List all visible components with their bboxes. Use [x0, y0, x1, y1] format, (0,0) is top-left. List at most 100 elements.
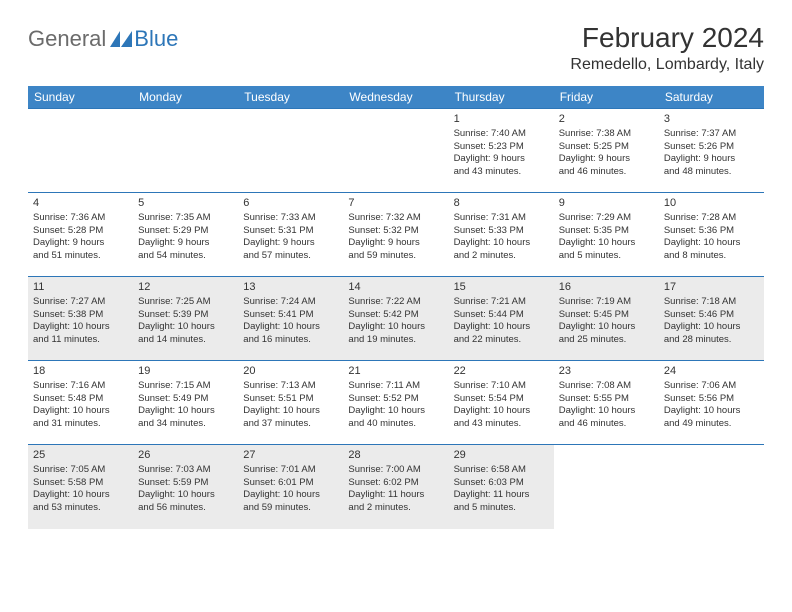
sunrise-text: Sunrise: 7:19 AM — [559, 296, 654, 309]
sunset-text: Sunset: 5:36 PM — [664, 225, 759, 238]
day-header: Wednesday — [343, 86, 448, 109]
daylight-text: and 16 minutes. — [243, 334, 338, 347]
daylight-text: and 5 minutes. — [454, 502, 549, 515]
calendar-week-row: 25Sunrise: 7:05 AMSunset: 5:58 PMDayligh… — [28, 445, 764, 529]
day-number: 5 — [138, 196, 233, 211]
sunset-text: Sunset: 5:38 PM — [33, 309, 128, 322]
calendar-day-cell — [554, 445, 659, 529]
sunset-text: Sunset: 5:52 PM — [348, 393, 443, 406]
daylight-text: Daylight: 11 hours — [454, 489, 549, 502]
day-number: 7 — [348, 196, 443, 211]
sunset-text: Sunset: 5:33 PM — [454, 225, 549, 238]
calendar-page: General Blue February 2024 Remedello, Lo… — [0, 0, 792, 551]
sunset-text: Sunset: 5:45 PM — [559, 309, 654, 322]
sunset-text: Sunset: 5:42 PM — [348, 309, 443, 322]
daylight-text: Daylight: 10 hours — [33, 321, 128, 334]
day-number: 28 — [348, 448, 443, 463]
sunrise-text: Sunrise: 7:00 AM — [348, 464, 443, 477]
sunrise-text: Sunrise: 7:36 AM — [33, 212, 128, 225]
day-number: 18 — [33, 364, 128, 379]
calendar-week-row: 11Sunrise: 7:27 AMSunset: 5:38 PMDayligh… — [28, 277, 764, 361]
daylight-text: and 43 minutes. — [454, 418, 549, 431]
sunrise-text: Sunrise: 7:05 AM — [33, 464, 128, 477]
daylight-text: and 8 minutes. — [664, 250, 759, 263]
sunrise-text: Sunrise: 7:28 AM — [664, 212, 759, 225]
day-number: 3 — [664, 112, 759, 127]
day-number: 2 — [559, 112, 654, 127]
logo-text-blue: Blue — [134, 26, 178, 52]
day-number: 24 — [664, 364, 759, 379]
calendar-day-cell: 21Sunrise: 7:11 AMSunset: 5:52 PMDayligh… — [343, 361, 448, 445]
sunset-text: Sunset: 5:23 PM — [454, 141, 549, 154]
daylight-text: Daylight: 10 hours — [664, 405, 759, 418]
sunset-text: Sunset: 5:32 PM — [348, 225, 443, 238]
calendar-day-cell: 13Sunrise: 7:24 AMSunset: 5:41 PMDayligh… — [238, 277, 343, 361]
calendar-day-cell: 1Sunrise: 7:40 AMSunset: 5:23 PMDaylight… — [449, 109, 554, 193]
calendar-day-cell: 6Sunrise: 7:33 AMSunset: 5:31 PMDaylight… — [238, 193, 343, 277]
logo-text-general: General — [28, 26, 106, 52]
sunset-text: Sunset: 5:58 PM — [33, 477, 128, 490]
sunrise-text: Sunrise: 7:01 AM — [243, 464, 338, 477]
calendar-day-cell: 19Sunrise: 7:15 AMSunset: 5:49 PMDayligh… — [133, 361, 238, 445]
sunrise-text: Sunrise: 7:06 AM — [664, 380, 759, 393]
title-block: February 2024 Remedello, Lombardy, Italy — [570, 22, 764, 74]
daylight-text: and 59 minutes. — [348, 250, 443, 263]
sunset-text: Sunset: 5:54 PM — [454, 393, 549, 406]
calendar-day-cell: 22Sunrise: 7:10 AMSunset: 5:54 PMDayligh… — [449, 361, 554, 445]
day-number: 27 — [243, 448, 338, 463]
daylight-text: Daylight: 10 hours — [243, 321, 338, 334]
sunrise-text: Sunrise: 6:58 AM — [454, 464, 549, 477]
daylight-text: Daylight: 10 hours — [559, 237, 654, 250]
day-number: 13 — [243, 280, 338, 295]
month-title: February 2024 — [570, 22, 764, 54]
sunrise-text: Sunrise: 7:40 AM — [454, 128, 549, 141]
daylight-text: Daylight: 10 hours — [138, 321, 233, 334]
daylight-text: Daylight: 10 hours — [454, 321, 549, 334]
sunset-text: Sunset: 6:03 PM — [454, 477, 549, 490]
location-text: Remedello, Lombardy, Italy — [570, 56, 764, 74]
daylight-text: and 56 minutes. — [138, 502, 233, 515]
sunset-text: Sunset: 5:44 PM — [454, 309, 549, 322]
day-number: 11 — [33, 280, 128, 295]
sunrise-text: Sunrise: 7:03 AM — [138, 464, 233, 477]
day-header: Sunday — [28, 86, 133, 109]
sunrise-text: Sunrise: 7:35 AM — [138, 212, 233, 225]
sunrise-text: Sunrise: 7:11 AM — [348, 380, 443, 393]
sunrise-text: Sunrise: 7:27 AM — [33, 296, 128, 309]
daylight-text: and 59 minutes. — [243, 502, 338, 515]
daylight-text: Daylight: 10 hours — [243, 489, 338, 502]
logo-icon — [110, 29, 132, 49]
sunset-text: Sunset: 5:35 PM — [559, 225, 654, 238]
daylight-text: Daylight: 9 hours — [138, 237, 233, 250]
day-header: Thursday — [449, 86, 554, 109]
day-number: 17 — [664, 280, 759, 295]
day-number: 21 — [348, 364, 443, 379]
day-number: 22 — [454, 364, 549, 379]
sunrise-text: Sunrise: 7:16 AM — [33, 380, 128, 393]
day-header: Monday — [133, 86, 238, 109]
daylight-text: Daylight: 10 hours — [348, 405, 443, 418]
day-number: 19 — [138, 364, 233, 379]
calendar-day-cell: 11Sunrise: 7:27 AMSunset: 5:38 PMDayligh… — [28, 277, 133, 361]
sunrise-text: Sunrise: 7:29 AM — [559, 212, 654, 225]
calendar-day-cell: 28Sunrise: 7:00 AMSunset: 6:02 PMDayligh… — [343, 445, 448, 529]
sunrise-text: Sunrise: 7:13 AM — [243, 380, 338, 393]
daylight-text: Daylight: 10 hours — [559, 405, 654, 418]
sunset-text: Sunset: 5:48 PM — [33, 393, 128, 406]
calendar-day-cell: 27Sunrise: 7:01 AMSunset: 6:01 PMDayligh… — [238, 445, 343, 529]
sunset-text: Sunset: 5:51 PM — [243, 393, 338, 406]
calendar-day-cell: 17Sunrise: 7:18 AMSunset: 5:46 PMDayligh… — [659, 277, 764, 361]
daylight-text: and 31 minutes. — [33, 418, 128, 431]
daylight-text: Daylight: 10 hours — [33, 489, 128, 502]
daylight-text: Daylight: 10 hours — [33, 405, 128, 418]
calendar-week-row: 1Sunrise: 7:40 AMSunset: 5:23 PMDaylight… — [28, 109, 764, 193]
calendar-day-cell: 14Sunrise: 7:22 AMSunset: 5:42 PMDayligh… — [343, 277, 448, 361]
daylight-text: and 46 minutes. — [559, 166, 654, 179]
calendar-day-cell — [133, 109, 238, 193]
daylight-text: Daylight: 10 hours — [454, 237, 549, 250]
calendar-day-cell: 2Sunrise: 7:38 AMSunset: 5:25 PMDaylight… — [554, 109, 659, 193]
day-number: 4 — [33, 196, 128, 211]
sunset-text: Sunset: 5:46 PM — [664, 309, 759, 322]
sunrise-text: Sunrise: 7:22 AM — [348, 296, 443, 309]
calendar-day-cell — [238, 109, 343, 193]
